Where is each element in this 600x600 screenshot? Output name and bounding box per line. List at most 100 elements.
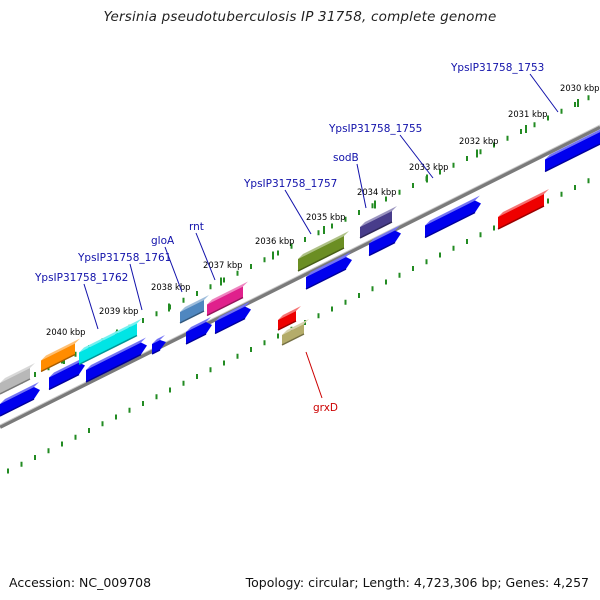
- gene-label: YpsIP31758_1762: [34, 272, 128, 284]
- scale-tick-label: 2037 kbp: [203, 260, 242, 270]
- cds-feature: [215, 306, 251, 334]
- scale-dot: [34, 455, 36, 460]
- gene-label-leader: [83, 283, 99, 330]
- scale-dot: [412, 266, 414, 271]
- cds-feature: [151, 349, 161, 355]
- cds-feature: [185, 333, 207, 345]
- gene-feature: [278, 306, 301, 320]
- cds-feature: [0, 387, 40, 416]
- cds-feature: [152, 335, 165, 344]
- scale-dot: [547, 115, 549, 121]
- scale-dot: [7, 468, 9, 474]
- cds-feature: [186, 322, 212, 344]
- cds-feature: [545, 129, 600, 160]
- scale-dot: [263, 340, 266, 346]
- scale-dot: [547, 198, 549, 204]
- cds-feature: [369, 225, 400, 244]
- scale-dot: [304, 237, 306, 242]
- gene-feature: [298, 236, 344, 271]
- map-title: Yersinia pseudotuberculosis IP 31758, co…: [103, 9, 497, 25]
- gene-feature: [206, 296, 244, 317]
- cds-feature: [545, 132, 600, 172]
- gene-label-leader: [195, 232, 216, 281]
- scale-dot: [425, 259, 428, 265]
- scale-dot: [20, 461, 23, 467]
- gene-feature: [297, 247, 345, 272]
- gene-feature: [40, 353, 76, 373]
- gene-feature: [78, 334, 138, 366]
- scale-tick-label: 2034 kbp: [357, 187, 396, 197]
- scale-tick-label: 2035 kbp: [306, 212, 345, 222]
- gene-feature: [277, 320, 297, 331]
- scale-dot: [142, 318, 144, 323]
- scale-dot: [371, 286, 374, 292]
- scale-dot: [560, 108, 563, 114]
- gene-feature: [282, 319, 309, 335]
- scale-dot: [196, 291, 198, 296]
- scale-dot: [331, 223, 333, 229]
- scale-dot: [344, 216, 347, 222]
- cds-feature: [49, 357, 84, 378]
- gene-label-leader: [284, 189, 312, 235]
- scale-dot: [47, 448, 50, 454]
- gene-feature: [79, 323, 137, 365]
- gene-feature: [0, 363, 35, 383]
- gene-feature: [281, 333, 305, 346]
- scale-dot: [466, 239, 468, 244]
- scale-tick-label: 2030 kbp: [560, 83, 599, 93]
- scale-dot: [277, 333, 279, 339]
- scale-dot: [452, 245, 455, 251]
- scale-dot: [74, 434, 77, 440]
- gene-feature: [360, 211, 392, 238]
- gene-feature: [180, 300, 204, 323]
- scale-dot: [493, 225, 495, 231]
- gene-label: sodB: [333, 152, 359, 164]
- gene-feature: [207, 281, 248, 305]
- scale-dot: [209, 284, 212, 290]
- scale-dot: [506, 135, 509, 141]
- cds-feature: [0, 382, 39, 404]
- cds-feature: [48, 373, 80, 391]
- gene-feature: [498, 194, 544, 229]
- scale-dot: [236, 353, 239, 359]
- scale-dot: [344, 299, 347, 305]
- gene-label: gloA: [151, 235, 175, 247]
- gene-label: YpsIP31758_1755: [328, 123, 422, 135]
- scale-dot: [466, 156, 468, 161]
- gene-feature: [180, 295, 209, 312]
- scale-dot: [587, 178, 590, 184]
- scale-dot: [155, 311, 158, 317]
- scale-dot: [574, 102, 576, 107]
- cds-feature: [152, 340, 166, 354]
- scale-dot: [493, 142, 495, 148]
- cds-feature: [186, 317, 211, 332]
- scale-dot: [277, 250, 279, 256]
- scale-dot: [412, 183, 414, 188]
- gene-label-leader: [356, 163, 367, 209]
- scale-dot: [520, 129, 522, 134]
- scale-dot: [533, 122, 536, 128]
- scale-dot: [128, 407, 131, 413]
- cds-feature: [86, 337, 146, 370]
- gene-feature: [282, 324, 304, 345]
- cds-feature: [215, 301, 250, 322]
- scale-dot: [101, 421, 104, 427]
- scale-dot: [290, 243, 293, 249]
- scale-dot: [88, 428, 90, 433]
- scale-tick-label: 2032 kbp: [459, 136, 498, 146]
- scale-dot: [331, 306, 333, 312]
- scale-dot: [371, 203, 374, 209]
- scale-tick-label: 2033 kbp: [409, 162, 448, 172]
- scale-tick-label: 2031 kbp: [508, 109, 547, 119]
- gene-feature: [207, 286, 243, 316]
- gene-feature: [498, 189, 549, 217]
- cds-feature: [425, 195, 480, 226]
- scale-dot: [142, 401, 144, 406]
- scale-dot: [574, 185, 576, 190]
- scale-dot: [74, 351, 77, 357]
- cds-feature: [368, 241, 396, 257]
- scale-dot: [182, 380, 185, 386]
- scale-tick-label: 2040 kbp: [46, 327, 85, 337]
- scale-dot: [250, 264, 252, 269]
